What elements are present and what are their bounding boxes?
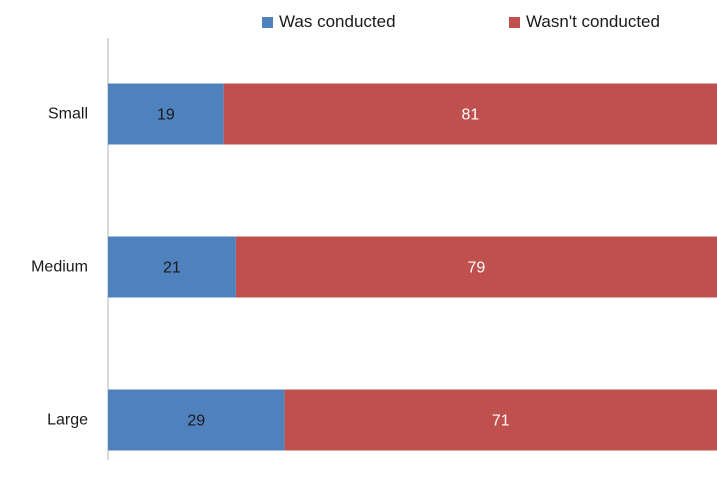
legend-label-was-conducted: Was conducted bbox=[279, 12, 396, 31]
bar-medium-series-0 bbox=[108, 236, 236, 298]
labels-layer: Small 19 81 Medium 21 79 Large 29 71 bbox=[31, 106, 510, 430]
data-label-small-series-1: 81 bbox=[461, 107, 479, 124]
data-label-medium-series-1: 79 bbox=[468, 260, 486, 277]
legend-item-was-conducted: Was conducted bbox=[262, 12, 396, 32]
category-label-medium: Medium bbox=[31, 259, 88, 276]
data-label-large-series-0: 29 bbox=[187, 413, 205, 430]
bar-large-series-0 bbox=[108, 389, 285, 451]
legend-swatch-wasnt-conducted bbox=[509, 16, 520, 28]
legend: Was conducted Wasn't conducted bbox=[0, 12, 717, 36]
bar-small-series-0 bbox=[108, 83, 224, 145]
data-label-large-series-1: 71 bbox=[492, 413, 510, 430]
category-label-small: Small bbox=[48, 106, 88, 123]
bar-small-series-1 bbox=[223, 83, 717, 145]
data-label-medium-series-0: 21 bbox=[163, 260, 181, 277]
bar-medium-series-1 bbox=[235, 236, 717, 298]
legend-label-wasnt-conducted: Wasn't conducted bbox=[526, 12, 660, 31]
legend-item-wasnt-conducted: Wasn't conducted bbox=[509, 12, 660, 32]
data-label-small-series-0: 19 bbox=[157, 107, 175, 124]
category-label-large: Large bbox=[47, 412, 88, 429]
bars-layer bbox=[108, 83, 717, 451]
legend-swatch-was-conducted bbox=[262, 16, 273, 28]
bar-large-series-1 bbox=[284, 389, 717, 451]
